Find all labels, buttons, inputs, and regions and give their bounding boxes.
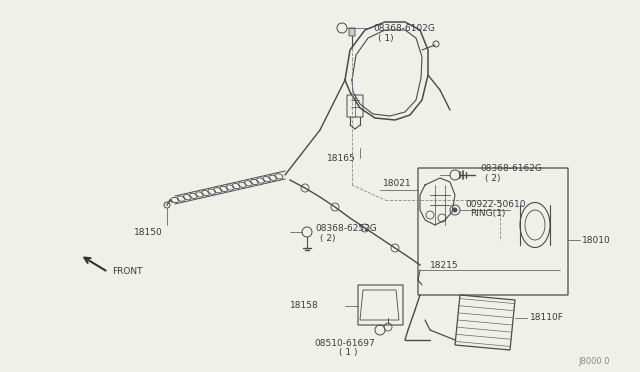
Text: 00922-50610: 00922-50610 bbox=[465, 199, 525, 208]
Text: FRONT: FRONT bbox=[112, 267, 143, 276]
Text: 18010: 18010 bbox=[582, 235, 611, 244]
Text: 18158: 18158 bbox=[290, 301, 319, 311]
Text: ( 1): ( 1) bbox=[378, 33, 394, 42]
Text: ( 2): ( 2) bbox=[485, 173, 500, 183]
Text: 08510-61697: 08510-61697 bbox=[315, 340, 376, 349]
Text: 18215: 18215 bbox=[430, 260, 459, 269]
Text: 08368-6102G: 08368-6102G bbox=[373, 23, 435, 32]
Circle shape bbox=[453, 208, 457, 212]
FancyBboxPatch shape bbox=[349, 28, 355, 36]
Text: 18021: 18021 bbox=[383, 179, 412, 187]
Text: ( 1 ): ( 1 ) bbox=[339, 349, 357, 357]
Text: 08368-6252G: 08368-6252G bbox=[315, 224, 377, 232]
Text: 18150: 18150 bbox=[134, 228, 163, 237]
Text: 18165: 18165 bbox=[327, 154, 356, 163]
Text: 18110F: 18110F bbox=[530, 314, 564, 323]
Text: RING(1): RING(1) bbox=[470, 208, 506, 218]
Text: J8000 0: J8000 0 bbox=[579, 357, 610, 366]
Text: 08368-6162G: 08368-6162G bbox=[480, 164, 542, 173]
Text: ( 2): ( 2) bbox=[320, 234, 335, 243]
